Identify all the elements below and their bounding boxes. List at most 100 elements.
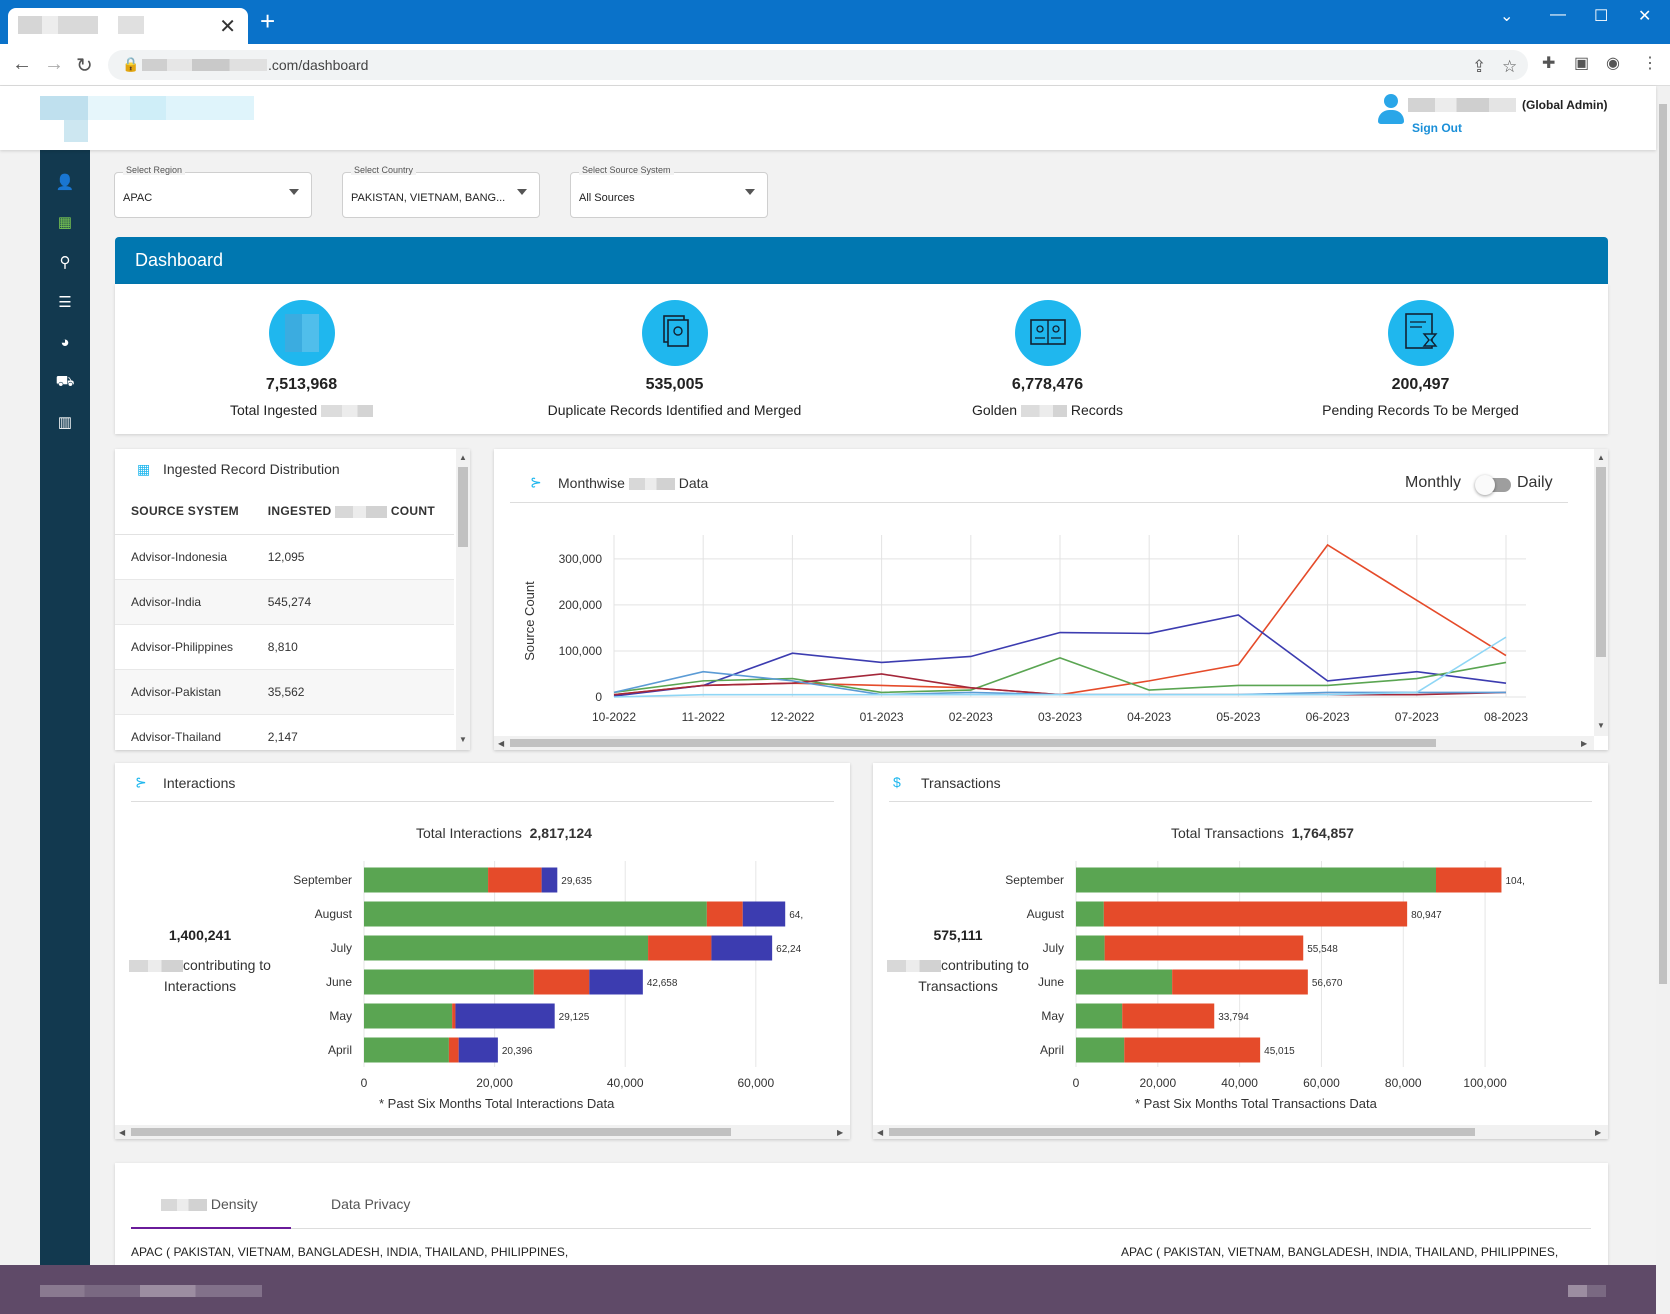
bar-segment xyxy=(1104,935,1304,961)
forward-icon[interactable]: → xyxy=(44,53,64,75)
chart-hscroll[interactable]: ◀ ▶ xyxy=(494,736,1594,750)
back-icon[interactable]: ← xyxy=(12,53,32,75)
bar-segment xyxy=(648,935,712,961)
profile-icon[interactable]: ◉ xyxy=(1606,55,1620,72)
region-select[interactable]: Select Region APAC xyxy=(114,165,312,218)
region-summary-left: APAC ( PAKISTAN, VIETNAM, BANGLADESH, IN… xyxy=(131,1245,569,1259)
x-tick-label: 03-2023 xyxy=(1038,710,1082,724)
interactions-hscroll[interactable]: ◀ ▶ xyxy=(115,1125,850,1139)
share-icon[interactable]: ⇪ xyxy=(1472,57,1487,76)
minimize-icon[interactable]: — xyxy=(1550,6,1566,23)
bar-segment xyxy=(1103,901,1408,927)
bar-segment xyxy=(1076,867,1436,893)
chevron-down-icon xyxy=(745,189,755,195)
category-label: June xyxy=(1038,975,1064,989)
category-label: August xyxy=(315,907,353,921)
tab-title-redacted xyxy=(118,16,144,34)
extensions-icon[interactable]: ✚ xyxy=(1542,55,1556,72)
window-close-icon[interactable]: ✕ xyxy=(1638,8,1652,25)
transactions-bar-chart: 0 20,000 40,000 60,000 80,000 100,000 Septembe… xyxy=(1005,861,1525,1090)
browser-tab[interactable]: ✕ xyxy=(8,8,248,44)
transactions-contributors: 575,111 contributing to Transactions xyxy=(873,927,1043,997)
category-label: April xyxy=(1040,1043,1064,1057)
bar-segment xyxy=(452,1003,456,1029)
monthly-daily-toggle[interactable] xyxy=(1475,475,1511,495)
bar-segment xyxy=(455,1003,555,1029)
maximize-icon[interactable]: ☐ xyxy=(1594,8,1609,25)
y-tick-label: 100,000 xyxy=(559,644,603,658)
source-system-select[interactable]: Select Source System All Sources xyxy=(570,165,768,218)
y-axis-title: Source Count xyxy=(522,581,537,661)
total-transactions: Total Transactions 1,764,857 xyxy=(1171,825,1354,841)
sign-out-link[interactable]: Sign Out xyxy=(1412,121,1462,135)
card-title: Transactions xyxy=(921,775,1001,791)
kpi-value: 200,497 xyxy=(1391,376,1450,393)
interactions-footnote: * Past Six Months Total Interactions Dat… xyxy=(379,1096,615,1111)
kpi-label: Pending Records To be Merged xyxy=(1322,402,1519,418)
x-tick-label: 0 xyxy=(1073,1076,1080,1090)
source-system-select-label: Select Source System xyxy=(579,165,674,175)
bar-segment xyxy=(541,867,558,893)
chevron-down-icon xyxy=(289,189,299,195)
kpi-pending-records: 200,497 Pending Records To be Merged xyxy=(1234,300,1607,418)
kpi-total-ingested: 7,513,968 Total Ingested xyxy=(115,300,488,418)
page-scrollbar-thumb[interactable] xyxy=(1659,104,1667,984)
tab-search-icon[interactable]: ⌄ xyxy=(1500,8,1514,25)
sidebar-item-pie-chart[interactable]: ◕ xyxy=(40,322,90,362)
bar-segment xyxy=(1122,1003,1215,1029)
data-label: 29,635 xyxy=(561,876,592,887)
region-summary-right: APAC ( PAKISTAN, VIETNAM, BANGLADESH, IN… xyxy=(1121,1245,1559,1259)
bar-segment xyxy=(1124,1037,1261,1063)
kpi-duplicates-merged: 535,005 Duplicate Records Identified and… xyxy=(488,300,861,418)
x-tick-label: 60,000 xyxy=(737,1076,774,1090)
new-tab-button[interactable]: + xyxy=(260,6,276,36)
table-row: Advisor-India 545,274 xyxy=(115,579,454,625)
series-line xyxy=(613,636,1507,698)
transactions-hscroll[interactable]: ◀ ▶ xyxy=(873,1125,1608,1139)
chart-vscroll[interactable]: ▲ ▼ xyxy=(1594,449,1608,736)
data-label: 42,658 xyxy=(647,978,678,989)
company-logo xyxy=(40,96,254,146)
bar-segment xyxy=(364,901,707,927)
y-tick-label: 0 xyxy=(595,690,602,704)
country-select[interactable]: Select Country PAKISTAN, VIETNAM, BANG..… xyxy=(342,165,540,218)
sidebar-item-dashboard[interactable]: ▦ xyxy=(40,202,90,242)
sidebar-item-bar-chart[interactable]: ▥ xyxy=(40,402,90,442)
sidebar-item-checklist[interactable]: ☰ xyxy=(40,282,90,322)
data-label: 64, xyxy=(789,910,803,921)
data-label: 29,125 xyxy=(559,1012,590,1023)
col-ingested-count[interactable]: INGESTED COUNT xyxy=(251,489,454,535)
col-source-system[interactable]: SOURCE SYSTEM xyxy=(115,489,252,535)
table-row: Advisor-Philippines 8,810 xyxy=(115,624,454,670)
app-header: (Global Admin) Sign Out xyxy=(0,86,1656,150)
bar-segment xyxy=(1076,1037,1125,1063)
bookmark-star-icon[interactable]: ☆ xyxy=(1502,57,1518,76)
sidebar-item-search[interactable]: ⚲ xyxy=(40,242,90,282)
source-system-select-value: All Sources xyxy=(579,192,635,204)
x-tick-label: 40,000 xyxy=(607,1076,644,1090)
x-tick-label: 20,000 xyxy=(1139,1076,1176,1090)
reload-icon[interactable]: ↻ xyxy=(76,55,93,77)
side-panel-icon[interactable]: ▣ xyxy=(1574,55,1590,72)
total-interactions: Total Interactions 2,817,124 xyxy=(416,825,592,841)
data-label: 55,548 xyxy=(1307,944,1338,955)
lock-icon: 🔒 xyxy=(122,56,140,72)
monthwise-data-card: ⊱ Monthwise Data Monthly Daily 0 100,000 2… xyxy=(494,449,1608,750)
bar-segment xyxy=(364,1037,449,1063)
dashboard-header: Dashboard xyxy=(115,237,1608,284)
tab-data-privacy[interactable]: Data Privacy xyxy=(331,1196,411,1212)
bar-chart-icon: ▥ xyxy=(57,414,73,431)
distribution-scrollbar[interactable]: ▲ ▼ xyxy=(456,449,470,750)
bar-segment xyxy=(364,867,489,893)
tab-density[interactable]: Density xyxy=(161,1196,258,1212)
url-field[interactable]: 🔒 .com/dashboard ⇪ ☆ xyxy=(108,50,1528,80)
close-tab-icon[interactable]: ✕ xyxy=(219,16,236,38)
category-label: May xyxy=(1041,1009,1064,1023)
category-label: September xyxy=(293,873,352,887)
sidebar-item-cart[interactable]: ⛟ xyxy=(40,362,90,402)
sidebar-item-user-check[interactable]: 👤 xyxy=(40,162,90,202)
page-scrollbar[interactable] xyxy=(1656,86,1670,1314)
bar-segment xyxy=(364,1003,453,1029)
browser-menu-icon[interactable]: ⋮ xyxy=(1642,55,1658,72)
toggle-monthly-label: Monthly xyxy=(1405,474,1462,491)
